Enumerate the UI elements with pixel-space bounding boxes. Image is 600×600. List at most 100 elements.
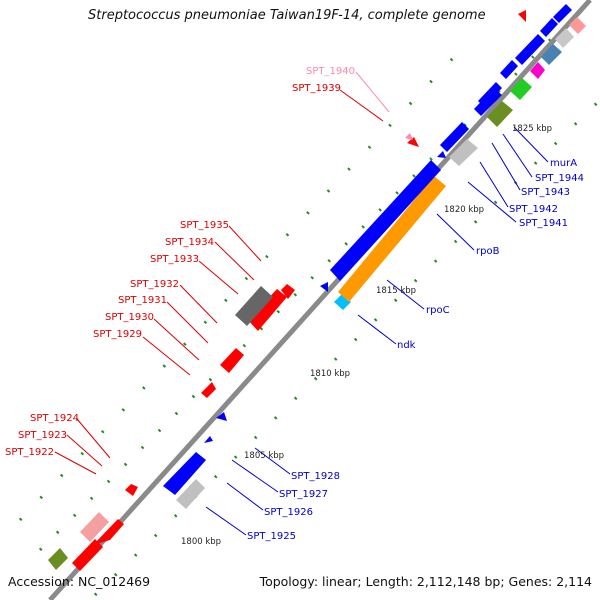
leader-spt-1943 — [491, 142, 521, 191]
label-rpoB: rpoB — [476, 246, 500, 257]
leader-spt-1931 — [166, 301, 209, 344]
gene-blue-top2 — [540, 18, 558, 37]
scale-label-1800: 1800 kbp — [181, 537, 221, 547]
leader-ndk — [357, 314, 397, 345]
label-spt-1939: SPT_1939 — [292, 83, 341, 94]
gene-spt-1940 — [405, 133, 413, 140]
gene-spt-1926 — [163, 452, 206, 495]
gene-spt-1929 — [201, 382, 216, 398]
leader-spt-1926 — [226, 482, 264, 511]
gene-murA-green — [510, 78, 532, 100]
leader-spt-1935 — [228, 225, 262, 262]
gene-blue-top3 — [515, 34, 545, 65]
label-spt-1927: SPT_1927 — [279, 489, 328, 500]
gene-spt-1939 — [407, 137, 419, 147]
gene-blue-top4 — [500, 60, 518, 79]
gene-spt-1931 — [248, 289, 287, 331]
label-spt-1930: SPT_1930 — [105, 312, 154, 323]
scale-label-1805: 1805 kbp — [244, 451, 284, 461]
leader-rpoC — [386, 279, 425, 310]
label-spt-1934: SPT_1934 — [165, 237, 214, 248]
leader-spt-1924 — [76, 418, 111, 459]
gene-rpoB — [330, 160, 441, 281]
leader-spt-1930 — [153, 318, 200, 361]
leader-spt-1922 — [54, 451, 97, 475]
leader-spt-1923 — [66, 434, 103, 467]
leader-rpoB — [436, 213, 475, 251]
gene-spt-1943 — [487, 101, 513, 127]
gene-spt-1932 — [235, 286, 273, 326]
label-spt-1931: SPT_1931 — [118, 295, 167, 306]
label-spt-1926: SPT_1926 — [264, 507, 313, 518]
leader-spt-1927 — [231, 459, 279, 493]
gene-spt-1925 — [176, 479, 205, 509]
gene-spt-1924b — [125, 484, 138, 496]
label-spt-1924: SPT_1924 — [30, 413, 79, 424]
accession-label: Accession: NC_012469 — [8, 574, 151, 589]
gene-rpoB-tip — [320, 282, 328, 292]
leader-spt-1940 — [355, 71, 390, 113]
gene-blue-top1 — [553, 4, 572, 23]
gene-pink-top — [569, 17, 586, 34]
scale-labels: 1800 kbp 1805 kbp 1810 kbp 1815 kbp 1820… — [181, 124, 552, 547]
label-spt-1942: SPT_1942 — [509, 204, 558, 215]
gene-gray-top — [555, 28, 574, 48]
gene-spt-1941 — [449, 139, 478, 166]
leader-spt-1933 — [198, 260, 239, 295]
label-rpoC: rpoC — [426, 305, 450, 316]
label-spt-1933: SPT_1933 — [150, 254, 199, 265]
tick-row-outer-left — [18, 38, 472, 522]
gene-blue-mid — [478, 82, 502, 107]
label-spt-1941: SPT_1941 — [519, 218, 568, 229]
gene-blue-small — [437, 151, 446, 158]
scale-label-1810: 1810 kbp — [310, 369, 350, 379]
label-spt-1925: SPT_1925 — [247, 531, 296, 542]
label-spt-1932: SPT_1932 — [130, 279, 179, 290]
gene-steelblue — [541, 44, 562, 65]
gene-olive-lower — [48, 548, 68, 570]
gene-rpoC — [338, 176, 446, 302]
leader-spt-1941 — [467, 181, 517, 223]
leader-spt-1925 — [205, 506, 247, 536]
label-spt-1922: SPT_1922 — [5, 447, 54, 458]
leader-spt-1934 — [214, 241, 255, 281]
leader-spt-1928 — [254, 447, 291, 475]
scale-label-1820: 1820 kbp — [444, 205, 484, 215]
label-spt-1935: SPT_1935 — [180, 220, 229, 231]
label-spt-1943: SPT_1943 — [521, 187, 570, 198]
label-spt-1944: SPT_1944 — [535, 173, 584, 184]
gene-spt-1922 — [72, 539, 103, 571]
scale-label-1815: 1815 kbp — [376, 286, 416, 296]
leader-murA — [513, 126, 549, 163]
gene-spt-1924 — [93, 519, 124, 545]
gene-spt-1928 — [216, 412, 227, 421]
map-title: Streptococcus pneumoniae Taiwan19F-14, c… — [88, 8, 486, 23]
label-ndk: ndk — [397, 340, 416, 351]
features-left — [48, 10, 526, 571]
leader-spt-1939 — [339, 89, 384, 122]
label-spt-1928: SPT_1928 — [291, 471, 340, 482]
label-spt-1940: SPT_1940 — [306, 66, 355, 77]
label-murA: murA — [550, 158, 577, 169]
gene-magenta — [530, 62, 545, 79]
label-spt-1923: SPT_1923 — [18, 430, 67, 441]
gene-ndk — [334, 294, 351, 310]
gene-spt-1927 — [204, 436, 213, 443]
leader-spt-1929 — [142, 336, 191, 376]
scale-label-1825: 1825 kbp — [512, 124, 552, 134]
gene-lead — [518, 10, 526, 22]
gene-spt-1923 — [80, 512, 109, 542]
tick-row-right — [93, 98, 600, 597]
leader-spt-1942 — [479, 161, 509, 208]
labels-red: SPT_1922 SPT_1923 SPT_1924 SPT_1929 SPT_… — [5, 66, 390, 475]
genome-backbone — [48, 0, 592, 600]
label-spt-1929: SPT_1929 — [93, 329, 142, 340]
gene-spt-1930 — [220, 348, 244, 373]
leader-spt-1944 — [502, 133, 533, 178]
gene-spt-1942 — [440, 122, 469, 152]
topology-label: Topology: linear; Length: 2,112,148 bp; … — [259, 574, 592, 589]
leader-spt-1932 — [179, 284, 218, 324]
features-right — [163, 4, 586, 509]
gene-spt-1933 — [281, 284, 295, 299]
